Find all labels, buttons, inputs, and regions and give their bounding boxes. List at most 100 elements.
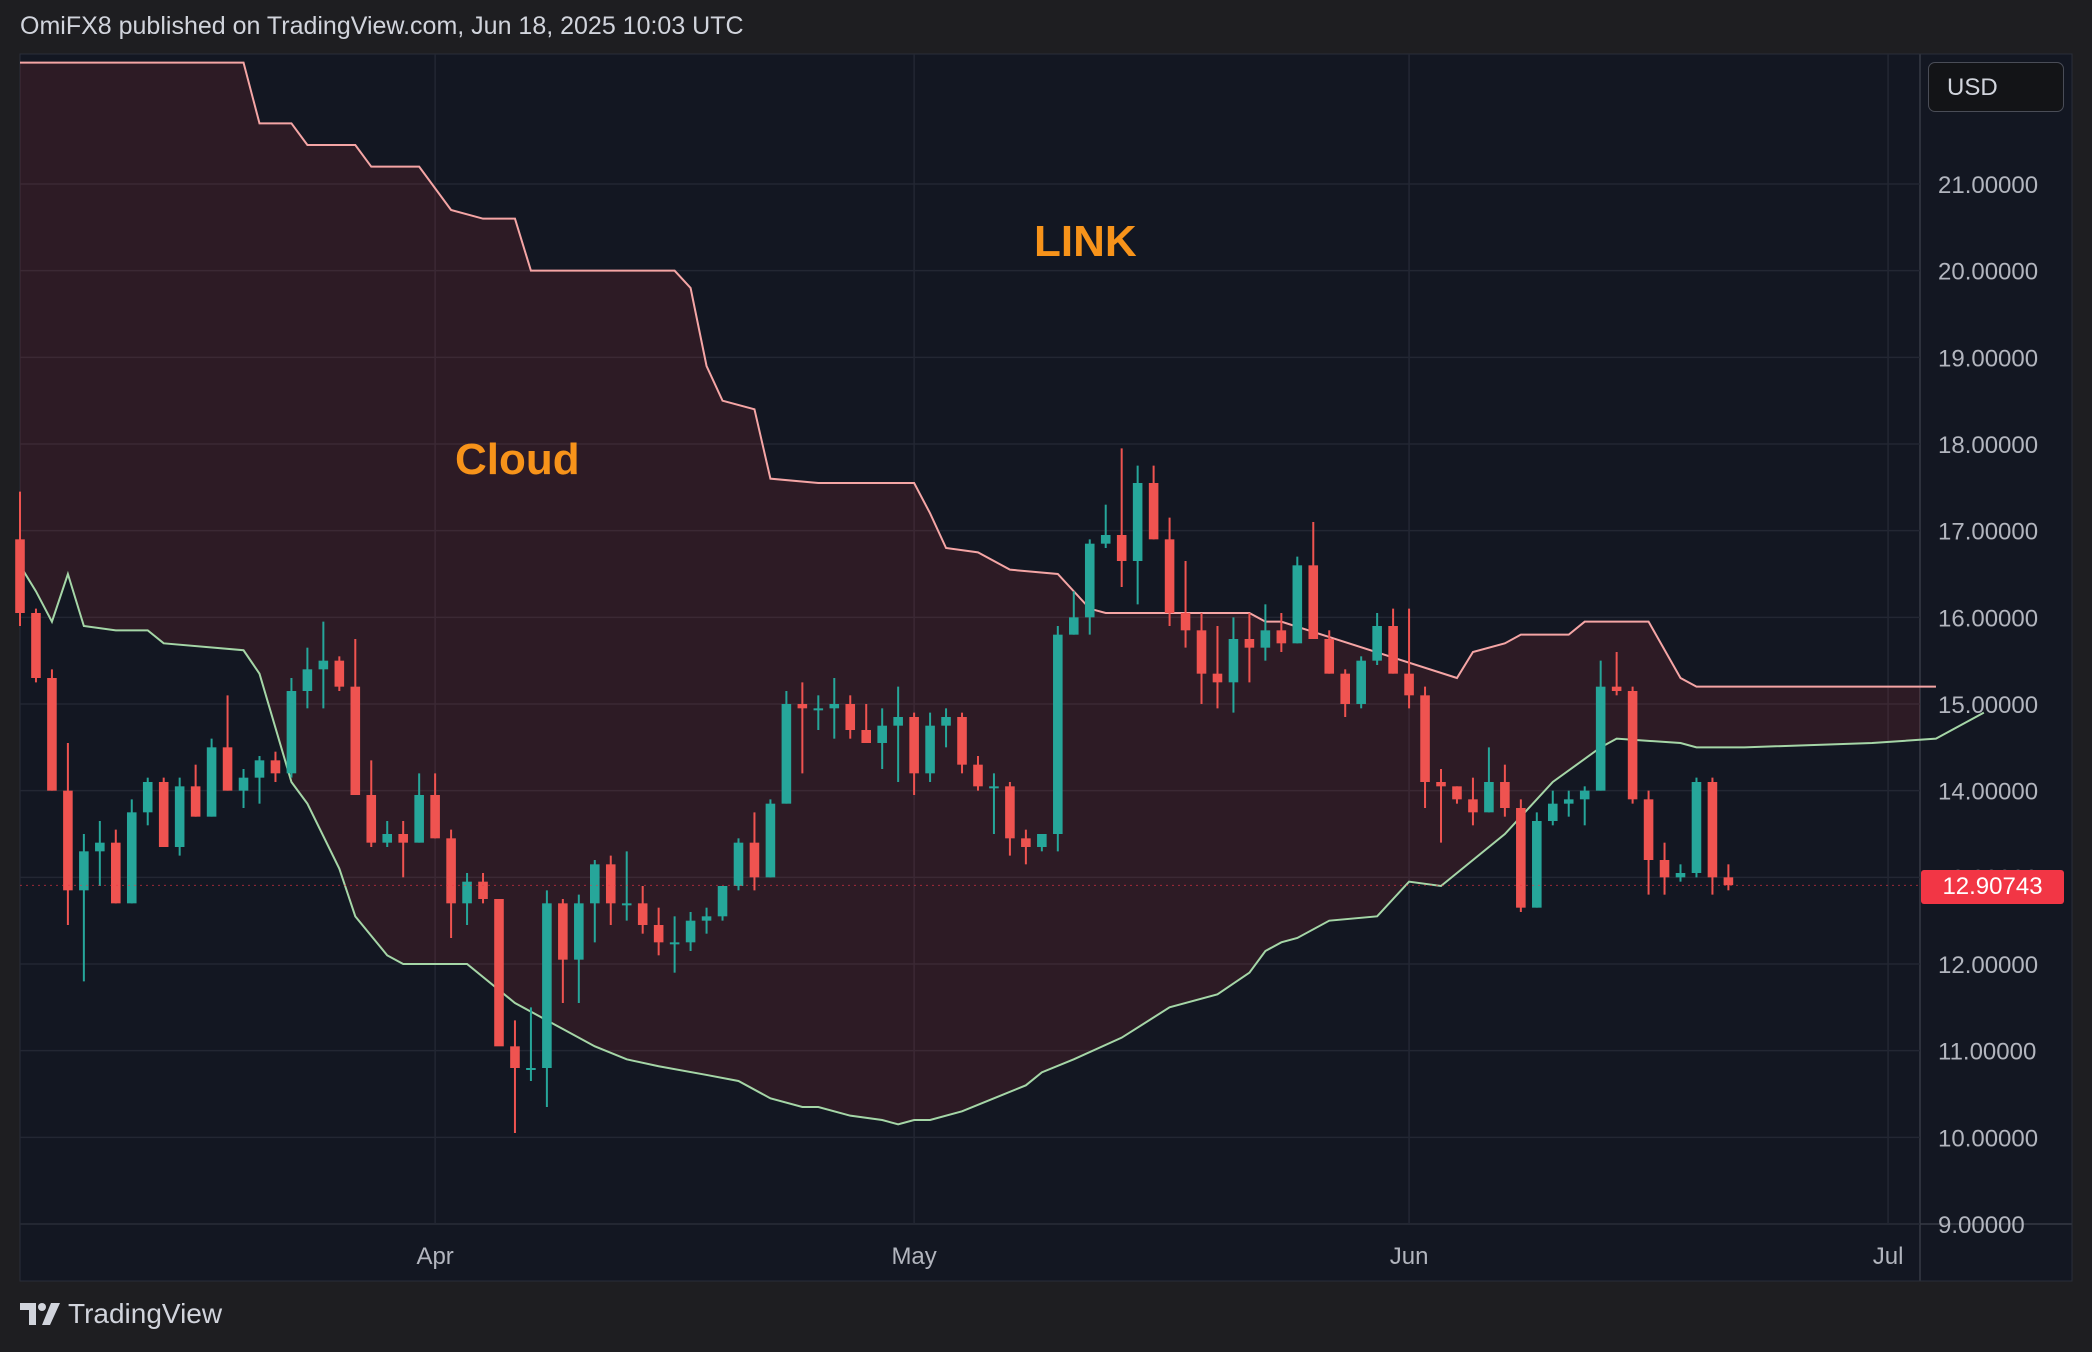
- candle-body: [31, 613, 41, 678]
- bearish-cloud-fill: [20, 62, 1920, 1125]
- candle-body: [1675, 873, 1686, 878]
- candle-body: [126, 812, 137, 904]
- candle-body: [813, 708, 824, 711]
- candle-up: [1228, 617, 1239, 713]
- candle-down: [366, 760, 377, 847]
- published-header: OmiFX8 published on TradingView.com, Jun…: [20, 12, 744, 40]
- candle-down: [222, 695, 233, 791]
- candle-body: [1324, 639, 1335, 674]
- candle-body: [701, 916, 712, 921]
- candle-down: [1180, 561, 1191, 648]
- candle-up: [1260, 604, 1271, 661]
- candle-body: [270, 760, 281, 774]
- candle-body: [1500, 782, 1510, 808]
- y-tick-label: 19.00000: [1938, 345, 2038, 372]
- candle-up: [621, 851, 632, 921]
- candle-body: [398, 834, 408, 843]
- candle-body: [1579, 790, 1590, 800]
- candle-up: [1037, 834, 1047, 852]
- price-scale-area[interactable]: [1920, 54, 2072, 1281]
- candle-body: [1707, 782, 1718, 878]
- candle-up: [1484, 747, 1494, 813]
- candle-up: [238, 769, 249, 808]
- candle-body: [717, 886, 728, 917]
- candle-body: [1356, 660, 1366, 704]
- candle-body: [590, 864, 600, 904]
- candle-down: [1308, 522, 1319, 639]
- tradingview-logo[interactable]: TradingView: [20, 1298, 222, 1330]
- time-scale-area[interactable]: [20, 1224, 1920, 1281]
- grid-lines: [20, 54, 1920, 1225]
- candle-up: [1053, 626, 1063, 852]
- candle-body: [63, 790, 73, 891]
- y-tick-label: 17.00000: [1938, 519, 2038, 546]
- candle-down: [270, 751, 281, 782]
- candle-body: [1372, 626, 1382, 661]
- candles: [15, 448, 1920, 1133]
- candle-down: [749, 812, 760, 891]
- candle-body: [478, 881, 488, 899]
- candle-body: [1595, 686, 1606, 791]
- candle-down: [350, 639, 361, 795]
- candle-body: [1100, 535, 1111, 544]
- candle-up: [286, 678, 297, 778]
- candle-down: [1643, 790, 1654, 895]
- x-tick-label: May: [891, 1243, 936, 1270]
- candle-up: [733, 838, 744, 891]
- candle-body: [286, 691, 297, 774]
- candle-up: [925, 712, 935, 782]
- candle-down: [334, 656, 345, 691]
- candle-body: [1244, 639, 1255, 648]
- candle-down: [1324, 630, 1335, 674]
- candle-body: [637, 903, 648, 925]
- candle-body: [877, 725, 887, 743]
- candle-body: [1420, 695, 1430, 782]
- candle-body: [1436, 782, 1446, 787]
- candle-down: [909, 712, 919, 795]
- candle-body: [1659, 860, 1670, 878]
- candle-down: [1611, 652, 1622, 696]
- candle-body: [318, 660, 329, 670]
- candle-body: [1723, 877, 1734, 886]
- candle-body: [526, 1068, 536, 1070]
- candle-body: [47, 678, 57, 791]
- candle-down: [1116, 448, 1127, 587]
- candle-body: [733, 842, 744, 886]
- candle-body: [653, 925, 664, 943]
- candle-body: [669, 942, 680, 945]
- candle-up: [590, 860, 600, 943]
- leading-span-a-line: [19, 564, 1985, 1126]
- candle-body: [1691, 782, 1702, 873]
- candle-up: [1372, 613, 1382, 665]
- chart-plot-area[interactable]: [20, 54, 1920, 1224]
- candle-body: [1053, 634, 1063, 834]
- candle-down: [1212, 626, 1223, 709]
- candle-body: [254, 760, 265, 778]
- candle-down: [63, 743, 73, 925]
- candle-body: [1148, 483, 1159, 540]
- y-tick-label: 20.00000: [1938, 259, 2038, 286]
- chart-frame: [19, 53, 2073, 1282]
- candle-down: [31, 608, 41, 683]
- x-tick-label: Apr: [416, 1243, 453, 1270]
- candle-body: [1228, 639, 1239, 683]
- candle-body: [542, 903, 552, 1068]
- currency-button[interactable]: USD: [1928, 62, 2064, 112]
- candle-body: [1643, 799, 1654, 860]
- candle-body: [430, 795, 440, 839]
- candle-body: [111, 842, 121, 904]
- candle-down: [1436, 769, 1446, 843]
- candle-up: [717, 886, 728, 921]
- candle-down: [1659, 842, 1670, 895]
- candle-down: [1244, 613, 1255, 683]
- candle-down: [1420, 686, 1430, 808]
- candle-body: [765, 803, 776, 878]
- candle-body: [1308, 565, 1319, 639]
- candle-down: [1516, 799, 1526, 912]
- candle-up: [1356, 656, 1366, 709]
- candle-up: [302, 647, 313, 709]
- candle-body: [1547, 803, 1558, 821]
- candle-down: [1723, 864, 1734, 891]
- candle-body: [621, 903, 632, 906]
